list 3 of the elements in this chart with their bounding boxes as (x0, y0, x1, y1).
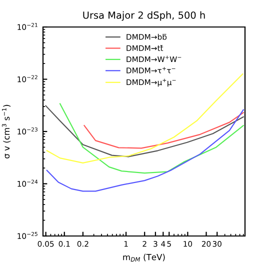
chart-title: Ursa Major 2 dSph, 500 h (83, 11, 205, 21)
y-axis-title: σ v (cm$^{3}$ s$^{−1}$) (2, 104, 11, 158)
x-axis-title: m$_{DM}$ (TeV) (123, 254, 165, 262)
